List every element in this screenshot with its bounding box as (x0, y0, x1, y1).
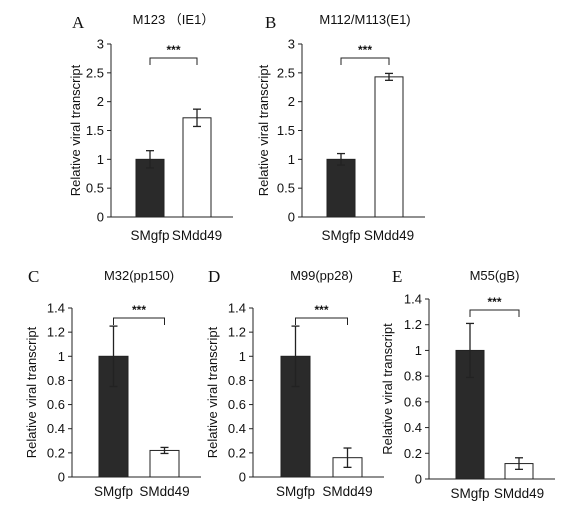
x-category-label: SMgfp (94, 484, 133, 499)
significance-bracket (149, 57, 198, 65)
y-tick-label: 1.2 (47, 325, 65, 340)
significance-bracket (340, 57, 390, 65)
significance-bracket (469, 309, 520, 317)
y-tick-label: 0.2 (228, 445, 246, 460)
y-tick-label: 1.2 (404, 317, 422, 332)
y-tick-label: 1.2 (228, 325, 246, 340)
y-tick-label: 0.4 (47, 421, 65, 436)
y-tick-label: 0.8 (47, 373, 65, 388)
y-tick-label: 0 (239, 470, 246, 485)
y-tick-label: 1.4 (47, 301, 65, 316)
significance-label: *** (487, 295, 501, 309)
y-tick-label: 2 (288, 94, 295, 109)
y-tick-label: 1 (288, 152, 295, 167)
x-category-label: SMdd49 (322, 484, 372, 499)
significance-label: *** (358, 43, 372, 57)
chart-title: M32(pp150) (104, 268, 174, 283)
panel-letter: A (72, 13, 85, 32)
chart-panel-e: E M55(gB) Relative viral transcript 0 0.2 0.4… (380, 267, 555, 501)
y-tick-label: 0.2 (47, 445, 65, 460)
significance-bracket (113, 317, 165, 325)
x-category-label: SMdd49 (139, 484, 189, 499)
y-tick-label: 0.5 (86, 181, 104, 196)
y-axis-label: Relative viral transcript (256, 64, 271, 196)
y-tick-label: 1 (415, 343, 422, 358)
y-axis-label: Relative viral transcript (24, 326, 39, 458)
x-category-label: SMdd49 (494, 486, 544, 501)
x-category-label: SMdd49 (172, 228, 222, 243)
y-tick-label: 1.5 (86, 123, 104, 138)
x-category-label: SMdd49 (364, 228, 414, 243)
y-axis-label: Relative viral transcript (68, 64, 83, 196)
significance-label: *** (166, 43, 180, 57)
y-tick-label: 0.4 (228, 421, 246, 436)
y-tick-label: 0 (288, 210, 295, 225)
y-axis-label: Relative viral transcript (205, 326, 220, 458)
y-tick-label: 0 (97, 210, 104, 225)
y-tick-label: 1 (97, 152, 104, 167)
chart-panel-c: C M32(pp150) Relative viral transcript 0 0.2… (24, 267, 201, 499)
y-tick-label: 0.8 (404, 369, 422, 384)
y-tick-label: 1.4 (404, 292, 422, 307)
significance-label: *** (132, 303, 146, 317)
chart-title: M123 （IE1） (133, 12, 215, 27)
chart-title: M99(pp28) (290, 268, 353, 283)
y-tick-label: 0.8 (228, 373, 246, 388)
x-category-label: SMgfp (130, 228, 169, 243)
chart-panel-b: B M112/M113(E1) Relative viral transcript 0… (256, 12, 425, 243)
y-tick-label: 1.4 (228, 301, 246, 316)
x-category-label: SMgfp (450, 486, 489, 501)
panel-letter: D (208, 267, 220, 286)
y-tick-label: 2 (97, 94, 104, 109)
y-tick-label: 0.6 (47, 397, 65, 412)
y-tick-label: 0 (415, 472, 422, 487)
y-tick-label: 0.6 (228, 397, 246, 412)
x-category-label: SMgfp (321, 228, 360, 243)
y-tick-label: 0.4 (404, 420, 422, 435)
chart-panel-d: D M99(pp28) Relative viral transcript 0 0.2 0… (205, 267, 384, 499)
chart-panel-a: A M123 （IE1） Relative viral transcript 0 0.5… (68, 12, 233, 243)
significance-bracket (295, 317, 348, 325)
y-tick-label: 3 (288, 37, 295, 52)
x-category-label: SMgfp (276, 484, 315, 499)
y-axis-label: Relative viral transcript (380, 323, 395, 455)
y-tick-label: 1.5 (277, 123, 295, 138)
y-tick-label: 1 (58, 349, 65, 364)
chart-title: M112/M113(E1) (319, 12, 410, 27)
bar-smdd49 (374, 76, 404, 218)
y-tick-label: 0.2 (404, 446, 422, 461)
y-tick-label: 0.6 (404, 394, 422, 409)
panel-letter: E (392, 267, 402, 286)
y-tick-label: 2.5 (86, 65, 104, 80)
bar-smgfp (326, 158, 356, 218)
y-tick-label: 0 (58, 470, 65, 485)
bar-smdd49 (182, 117, 212, 218)
panel-letter: B (265, 13, 276, 32)
y-tick-label: 2.5 (277, 65, 295, 80)
y-tick-label: 1 (239, 349, 246, 364)
significance-label: *** (314, 303, 328, 317)
panel-letter: C (28, 267, 39, 286)
y-tick-label: 0.5 (277, 181, 295, 196)
chart-title: M55(gB) (470, 268, 520, 283)
bar-smdd49 (149, 449, 180, 478)
y-tick-label: 3 (97, 37, 104, 52)
